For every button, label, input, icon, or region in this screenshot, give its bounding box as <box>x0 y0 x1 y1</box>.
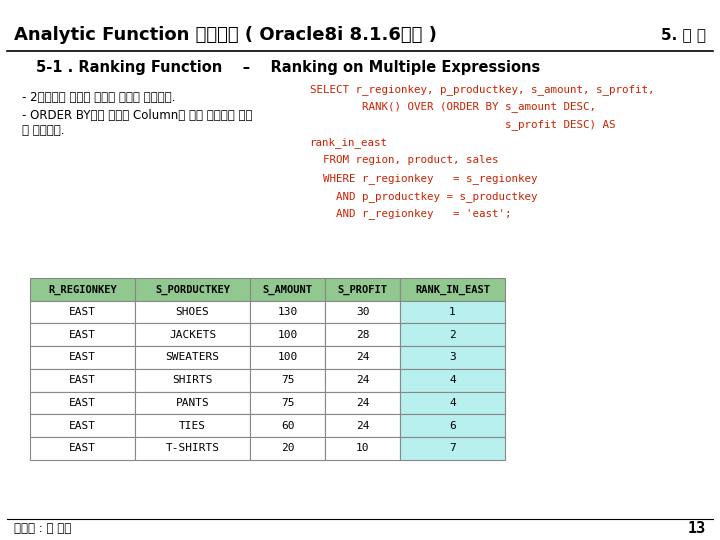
Text: 24: 24 <box>356 353 369 362</box>
Bar <box>135 323 250 346</box>
Text: RANK_IN_EAST: RANK_IN_EAST <box>415 285 490 294</box>
Bar <box>135 392 250 414</box>
Text: 30: 30 <box>356 307 369 317</box>
Text: 10: 10 <box>356 443 369 453</box>
Text: s_profit DESC) AS: s_profit DESC) AS <box>310 119 615 130</box>
Bar <box>250 392 325 414</box>
Bar <box>250 414 325 437</box>
Text: FROM region, product, sales: FROM region, product, sales <box>310 155 498 165</box>
Text: 작성자 : 이 연제: 작성자 : 이 연제 <box>14 522 72 535</box>
Text: JACKETS: JACKETS <box>169 330 216 340</box>
Text: 3: 3 <box>449 353 456 362</box>
Bar <box>250 301 325 323</box>
Bar <box>135 346 250 369</box>
Text: WHERE r_regionkey   = s_regionkey: WHERE r_regionkey = s_regionkey <box>310 173 537 184</box>
Text: S_AMOUNT: S_AMOUNT <box>263 285 312 294</box>
Bar <box>30 392 135 414</box>
Text: 4: 4 <box>449 375 456 385</box>
Bar <box>250 437 325 460</box>
Text: EAST: EAST <box>69 330 96 340</box>
Text: 100: 100 <box>277 330 297 340</box>
Text: 13: 13 <box>688 521 706 536</box>
Text: 5. 예 제: 5. 예 제 <box>661 28 706 43</box>
Text: EAST: EAST <box>69 307 96 317</box>
Bar <box>250 323 325 346</box>
Text: 20: 20 <box>281 443 294 453</box>
Text: 24: 24 <box>356 421 369 430</box>
Text: 24: 24 <box>356 398 369 408</box>
Bar <box>135 369 250 392</box>
Text: SWEATERS: SWEATERS <box>166 353 220 362</box>
Text: EAST: EAST <box>69 421 96 430</box>
Bar <box>30 369 135 392</box>
Text: 가 같아진다.: 가 같아진다. <box>22 124 64 137</box>
Text: 6: 6 <box>449 421 456 430</box>
Text: 2: 2 <box>449 330 456 340</box>
Text: rank_in_east: rank_in_east <box>310 137 387 148</box>
Bar <box>400 278 505 301</box>
Text: 60: 60 <box>281 421 294 430</box>
Text: RANK() OVER (ORDER BY s_amount DESC,: RANK() OVER (ORDER BY s_amount DESC, <box>310 102 595 112</box>
Bar <box>135 414 250 437</box>
Bar <box>250 278 325 301</box>
Bar <box>30 437 135 460</box>
Text: 75: 75 <box>281 375 294 385</box>
Bar <box>400 323 505 346</box>
Bar <box>400 414 505 437</box>
Text: 75: 75 <box>281 398 294 408</box>
Text: 130: 130 <box>277 307 297 317</box>
Bar <box>30 346 135 369</box>
Text: SHOES: SHOES <box>176 307 210 317</box>
Bar <box>30 278 135 301</box>
Text: TIES: TIES <box>179 421 206 430</box>
Bar <box>30 323 135 346</box>
Text: AND r_regionkey   = 'east';: AND r_regionkey = 'east'; <box>310 208 511 219</box>
Text: T-SHIRTS: T-SHIRTS <box>166 443 220 453</box>
Bar <box>250 369 325 392</box>
Text: 100: 100 <box>277 353 297 362</box>
Bar <box>135 301 250 323</box>
Bar <box>135 437 250 460</box>
Text: SHIRTS: SHIRTS <box>172 375 212 385</box>
Text: - 2개이상의 컬럼에 대해서 순위를 결정한다.: - 2개이상의 컬럼에 대해서 순위를 결정한다. <box>22 91 175 104</box>
Text: 5-1 . Ranking Function    –    Ranking on Multiple Expressions: 5-1 . Ranking Function – Ranking on Mult… <box>36 60 540 75</box>
Text: Analytic Function 활용하기 ( Oracle8i 8.1.6이상 ): Analytic Function 활용하기 ( Oracle8i 8.1.6이… <box>14 26 437 44</box>
Text: EAST: EAST <box>69 375 96 385</box>
Text: S_PORDUCTKEY: S_PORDUCTKEY <box>155 285 230 294</box>
Bar <box>400 437 505 460</box>
Bar <box>325 414 400 437</box>
Bar <box>400 301 505 323</box>
Text: EAST: EAST <box>69 443 96 453</box>
Bar <box>400 392 505 414</box>
Bar <box>30 414 135 437</box>
Text: S_PROFIT: S_PROFIT <box>338 285 387 294</box>
Bar <box>30 301 135 323</box>
Bar <box>400 369 505 392</box>
Text: EAST: EAST <box>69 353 96 362</box>
Text: PANTS: PANTS <box>176 398 210 408</box>
Text: AND p_productkey = s_productkey: AND p_productkey = s_productkey <box>310 191 537 201</box>
Text: EAST: EAST <box>69 398 96 408</box>
Text: 1: 1 <box>449 307 456 317</box>
Bar <box>325 278 400 301</box>
Text: 24: 24 <box>356 375 369 385</box>
Bar <box>135 278 250 301</box>
Text: - ORDER BY절에 기술된 Column의 값이 같아야만 순위: - ORDER BY절에 기술된 Column의 값이 같아야만 순위 <box>22 109 252 122</box>
Text: R_REGIONKEY: R_REGIONKEY <box>48 285 117 294</box>
Bar <box>325 392 400 414</box>
Bar <box>325 323 400 346</box>
Text: 4: 4 <box>449 398 456 408</box>
Text: 7: 7 <box>449 443 456 453</box>
Bar <box>325 369 400 392</box>
Bar <box>400 346 505 369</box>
Text: SELECT r_regionkey, p_productkey, s_amount, s_profit,: SELECT r_regionkey, p_productkey, s_amou… <box>310 84 654 94</box>
Bar <box>325 301 400 323</box>
Bar <box>325 437 400 460</box>
Bar <box>250 346 325 369</box>
Bar <box>325 346 400 369</box>
Text: 28: 28 <box>356 330 369 340</box>
